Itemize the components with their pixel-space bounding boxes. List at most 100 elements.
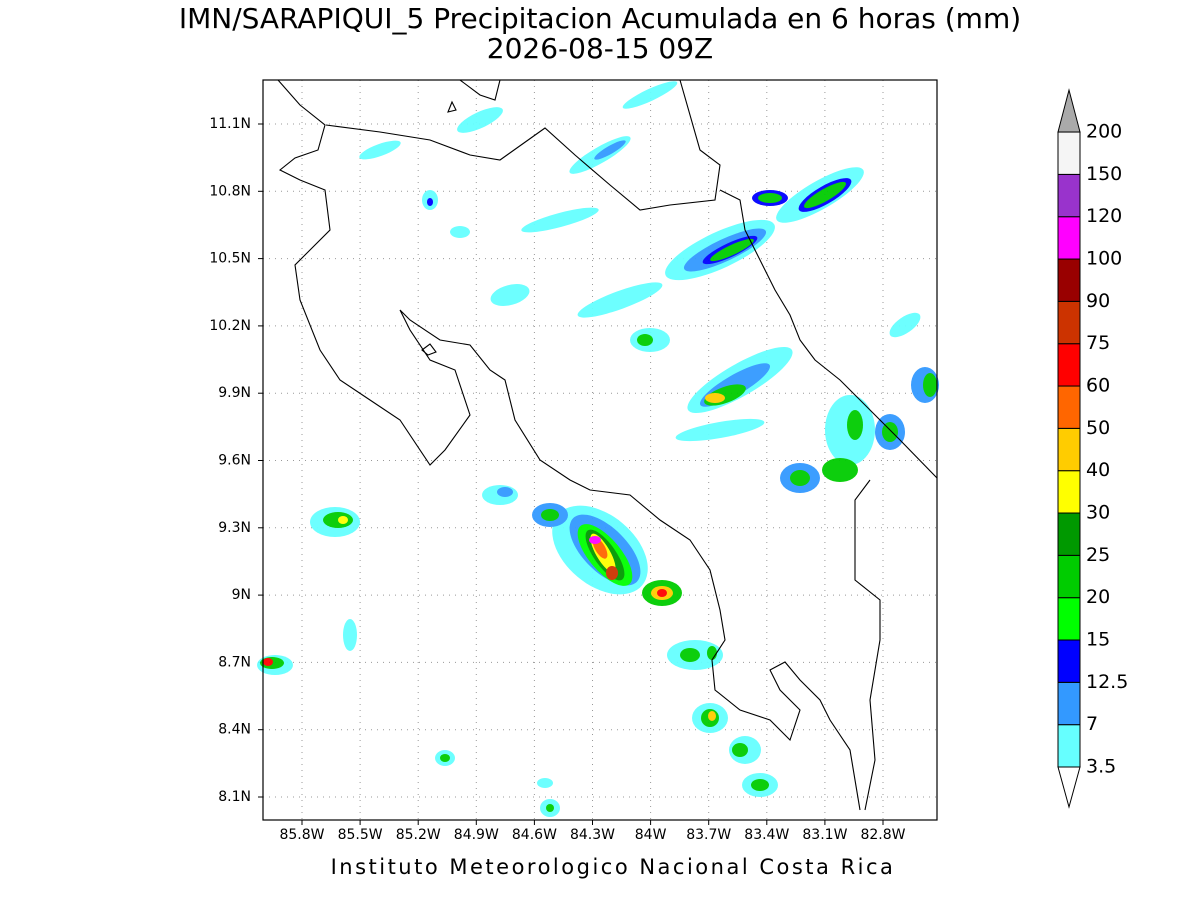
precip-area [889, 312, 921, 338]
lon-label: 85.8W [279, 827, 324, 843]
precipitation [257, 81, 939, 817]
lon-label: 83.7W [686, 827, 731, 843]
lat-label: 8.1N [218, 789, 251, 805]
map-frame [262, 79, 938, 821]
precip-area [541, 509, 559, 521]
precip-area [882, 422, 898, 442]
subtitle: 2026-08-15 09Z [487, 32, 713, 65]
precip-area [457, 107, 503, 133]
precip-area [790, 470, 810, 486]
colorbar: 3.5 7 12.5 15 20 25 30 40 50 60 75 90 100 120 150 200 [1057, 88, 1128, 809]
island [447, 100, 457, 113]
colorbar-box [1057, 639, 1081, 683]
precip-area [822, 458, 858, 482]
precip-area [427, 198, 433, 206]
precip-area [490, 284, 530, 306]
colorbar-label: 90 [1086, 290, 1110, 312]
lat-label: 8.4N [218, 722, 251, 738]
colorbar-label: 200 [1086, 121, 1122, 143]
precip-area [707, 646, 717, 660]
border [854, 479, 881, 811]
coastline [719, 189, 938, 479]
precip-area [521, 207, 599, 233]
precip-area [710, 238, 754, 262]
colorbar-box [1057, 300, 1081, 345]
precip-area [359, 140, 401, 160]
precip-area [675, 418, 765, 442]
lake-shore [459, 79, 501, 101]
precip-area [758, 193, 782, 203]
lon-label: 82.8W [860, 827, 905, 843]
colorbar-box [1057, 343, 1081, 387]
precip-area [343, 619, 357, 651]
colorbar-box [1057, 258, 1081, 302]
colorbar-label: 30 [1086, 502, 1110, 524]
lat-label: 10.2N [209, 318, 251, 334]
colorbar-box [1057, 597, 1081, 641]
precip-area [804, 181, 846, 209]
precip-area [708, 711, 716, 721]
precip-area [546, 804, 554, 812]
colorbar-box [1057, 385, 1081, 429]
lat-label: 10.8N [209, 183, 251, 199]
colorbar-box [1057, 724, 1081, 768]
colorbar-label: 12.5 [1086, 671, 1128, 693]
precip-area [338, 516, 348, 524]
grid [258, 80, 937, 825]
precip-area [637, 334, 653, 346]
precip-area [589, 536, 601, 544]
colorbar-triangle [1057, 88, 1081, 133]
precip-area [622, 81, 678, 109]
colorbar-box [1057, 131, 1081, 175]
colorbar-label: 3.5 [1086, 756, 1116, 778]
colorbar-label: 25 [1086, 544, 1110, 566]
footer: Instituto Meteorologico Nacional Costa R… [331, 855, 896, 879]
precip-area [263, 658, 273, 666]
lon-label: 84.9W [454, 827, 499, 843]
colorbar-label: 75 [1086, 332, 1110, 354]
colorbar-box [1057, 554, 1081, 599]
precip-area [705, 393, 725, 403]
coastlines [277, 79, 938, 811]
colorbar-triangle [1057, 766, 1081, 809]
precip-area [594, 140, 626, 160]
precip-area [732, 743, 748, 757]
lon-label: 84W [635, 827, 667, 843]
precip-area [497, 487, 513, 497]
lat-label: 8.7N [218, 654, 251, 670]
colorbar-label: 60 [1086, 375, 1110, 397]
title: IMN/SARAPIQUI_5 Precipitacion Acumulada … [179, 2, 1021, 35]
precip-area [751, 779, 769, 791]
colorbar-label: 120 [1086, 205, 1122, 227]
lon-label: 83.1W [802, 827, 847, 843]
island [421, 343, 437, 356]
colorbar-box [1057, 216, 1081, 260]
lon-label: 84.6W [512, 827, 557, 843]
colorbar-box [1057, 173, 1081, 218]
lon-label: 85.2W [396, 827, 441, 843]
colorbar-label: 15 [1086, 629, 1110, 651]
precip-area [537, 778, 553, 788]
lon-label: 85.5W [338, 827, 383, 843]
colorbar-box [1057, 470, 1081, 514]
lat-label: 9N [232, 587, 251, 603]
precip-area [657, 589, 667, 597]
lat-label: 9.6N [218, 453, 251, 469]
lon-label: 83.4W [744, 827, 789, 843]
colorbar-label: 100 [1086, 248, 1122, 270]
precip-area [606, 566, 618, 580]
border [325, 79, 721, 211]
precip-area [847, 410, 863, 440]
lon-label: 84.3W [570, 827, 615, 843]
colorbar-label: 50 [1086, 417, 1110, 439]
precip-area [577, 282, 663, 318]
lat-label: 9.9N [218, 385, 251, 401]
precip-area [450, 226, 470, 238]
lat-label: 11.1N [209, 116, 251, 132]
precip-area [680, 648, 700, 662]
precip-area [440, 754, 450, 762]
colorbar-box [1057, 427, 1081, 472]
colorbar-label: 7 [1086, 713, 1098, 735]
